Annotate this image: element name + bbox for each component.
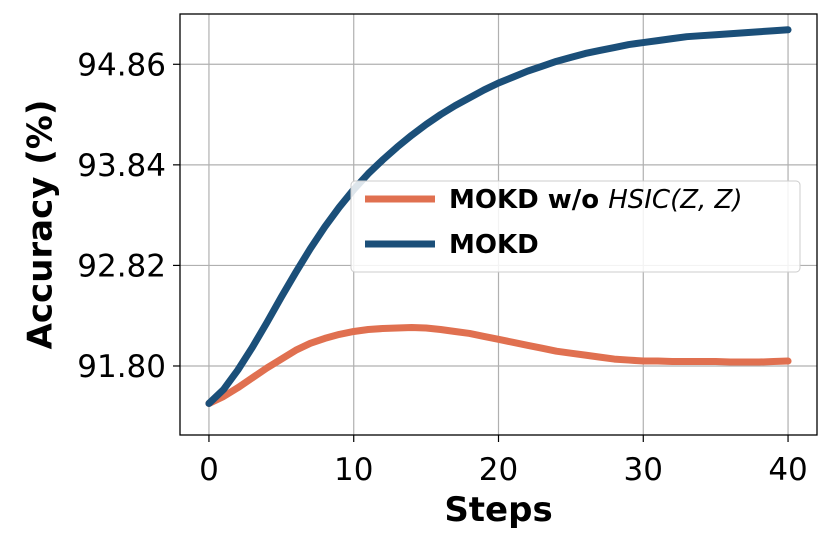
- x-tick-label: 20: [479, 452, 518, 488]
- x-tick-label: 30: [624, 452, 663, 488]
- legend-label-main: MOKD w/o: [449, 185, 608, 215]
- legend-label-formula: HSIC(Z, Z): [608, 185, 742, 215]
- axis-ticks: [173, 63, 789, 442]
- legend-label-0: MOKD w/o HSIC(Z, Z): [449, 185, 743, 215]
- x-tick-label: 10: [334, 452, 373, 488]
- y-tick-label: 93.84: [77, 148, 166, 184]
- tick-labels: 0 10 20 30 40 91.80 92.82 93.84 94.86: [77, 47, 808, 488]
- legend-label-1: MOKD: [449, 230, 539, 260]
- series-line-1: [205, 26, 792, 407]
- x-tick-label: 0: [199, 452, 219, 488]
- legend: MOKD w/o HSIC(Z, Z) MOKD: [350, 180, 801, 273]
- legend-items: MOKD w/o HSIC(Z, Z) MOKD: [365, 185, 743, 260]
- legend-label-main: MOKD: [449, 230, 539, 260]
- legend-box: [350, 180, 801, 273]
- series-lines: [205, 26, 792, 407]
- y-tick-label: 91.80: [77, 349, 166, 385]
- x-tick-label: 40: [768, 452, 807, 488]
- x-axis-title: Steps: [444, 490, 552, 530]
- y-tick-label: 94.86: [77, 47, 166, 83]
- series-line-0: [205, 324, 792, 407]
- y-axis-title: Accuracy (%): [21, 100, 61, 350]
- y-tick-label: 92.82: [77, 248, 166, 284]
